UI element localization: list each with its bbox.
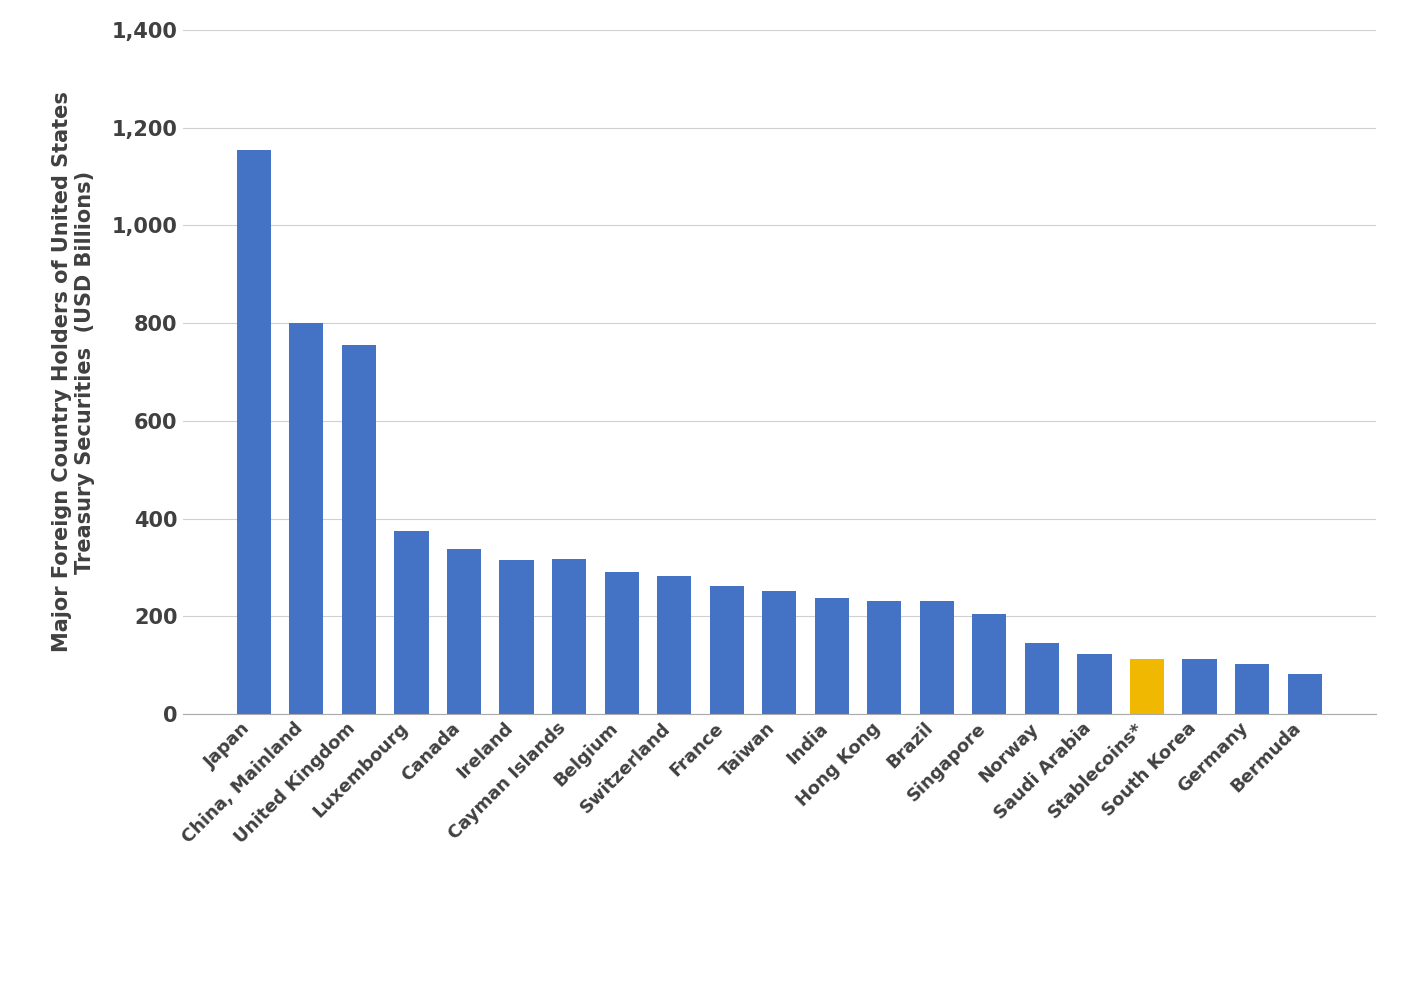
Bar (237, 150, 271, 714)
Bar (1077, 654, 1112, 714)
Bar (1236, 664, 1269, 714)
Bar (395, 531, 428, 714)
Bar (1025, 644, 1059, 714)
Bar (1182, 660, 1217, 714)
Bar (814, 598, 849, 714)
Bar (1287, 675, 1321, 714)
Bar (1130, 659, 1164, 714)
Bar (341, 345, 376, 714)
Y-axis label: Major Foreign Country Holders of United States
Treasury Securities  (USD Billion: Major Foreign Country Holders of United … (52, 91, 95, 653)
Bar (657, 576, 691, 714)
Bar (289, 323, 323, 714)
Bar (605, 572, 639, 714)
Bar (868, 601, 901, 714)
Bar (920, 601, 953, 714)
Bar (446, 549, 482, 714)
Bar (973, 614, 1007, 714)
Bar (709, 585, 744, 714)
Bar (552, 558, 585, 714)
Bar (500, 560, 534, 714)
Bar (762, 590, 796, 714)
